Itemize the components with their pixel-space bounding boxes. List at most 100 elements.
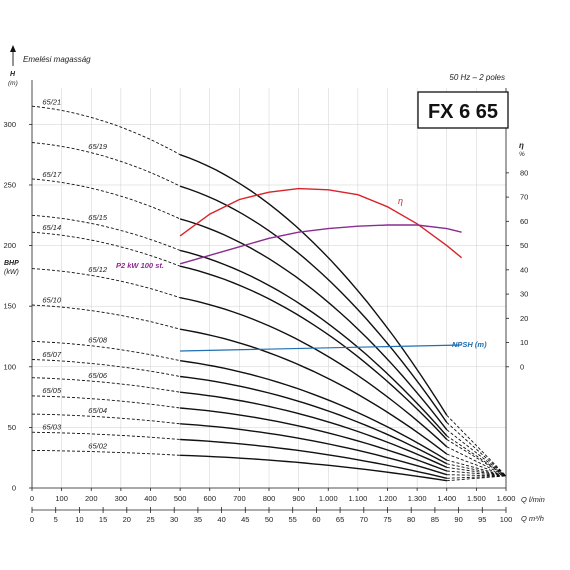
power-label: P2 kW 100 st. bbox=[116, 261, 164, 270]
x2-tick-label: 40 bbox=[217, 515, 225, 524]
pump-curve-tail bbox=[446, 446, 507, 477]
x2-tick-label: 85 bbox=[431, 515, 439, 524]
pump-curve-dashed bbox=[31, 142, 181, 187]
curve-label: 65/21 bbox=[42, 97, 61, 106]
pump-curve-65-05 bbox=[180, 407, 448, 472]
y-axis-label: H bbox=[10, 71, 16, 78]
x2-tick-label: 0 bbox=[30, 515, 34, 524]
pump-curve-65-14 bbox=[179, 265, 448, 440]
eta-tick-label: 50 bbox=[520, 241, 528, 250]
x2-tick-label: 50 bbox=[265, 515, 273, 524]
curve-label: 65/08 bbox=[88, 336, 108, 345]
eta-tick-label: 40 bbox=[520, 265, 528, 274]
y-tick-label: 100 bbox=[3, 362, 16, 371]
x-axis-label: Q l/min bbox=[521, 495, 545, 504]
pump-curve-dashed bbox=[31, 178, 181, 220]
x-tick-label: 500 bbox=[174, 494, 187, 503]
eta-tick-label: 10 bbox=[520, 338, 528, 347]
x2-tick-label: 55 bbox=[289, 515, 297, 524]
curve-label: 65/05 bbox=[42, 386, 62, 395]
eta-axis-label: η bbox=[519, 141, 524, 150]
x-tick-label: 1.400 bbox=[437, 494, 456, 503]
y-tick-label: 300 bbox=[3, 120, 16, 129]
curve-layer: 65/21 65/19 65/17 65/15 65/14 65/12 65/10 65/08… bbox=[31, 97, 507, 482]
title-box bbox=[417, 91, 509, 129]
x-tick-label: 1.200 bbox=[378, 494, 397, 503]
curve-label: 65/07 bbox=[42, 350, 62, 359]
curve-label: 65/17 bbox=[42, 170, 62, 179]
eta-axis-unit: % bbox=[519, 151, 525, 158]
x-tick-label: 1.300 bbox=[408, 494, 427, 503]
pump-curve-dashed bbox=[31, 214, 181, 251]
x2-tick-label: 95 bbox=[478, 515, 486, 524]
eta-tick-label: 70 bbox=[520, 193, 528, 202]
y-axis-unit: (m) bbox=[8, 80, 18, 87]
npsh-label: NPSH (m) bbox=[452, 340, 487, 349]
pump-curve-tail bbox=[446, 435, 507, 477]
x-tick-label: 900 bbox=[292, 494, 305, 503]
y-axis-title: Emelési magasság bbox=[23, 55, 91, 64]
pump-curve-65-15 bbox=[179, 249, 448, 437]
pump-curve-tail bbox=[446, 463, 507, 477]
y-tick-label: 150 bbox=[3, 302, 16, 311]
pump-curve-65-07 bbox=[180, 375, 448, 465]
pump-curve-dashed bbox=[31, 105, 181, 156]
x-tick-label: 800 bbox=[263, 494, 276, 503]
pump-curve-tail bbox=[446, 414, 507, 477]
pump-curve-tail bbox=[446, 429, 507, 477]
x2-tick-label: 100 bbox=[500, 515, 513, 524]
curve-label: 65/14 bbox=[42, 223, 61, 232]
x2-tick-label: 80 bbox=[407, 515, 415, 524]
pump-curve-tail bbox=[446, 453, 507, 477]
curve-label: 65/15 bbox=[88, 213, 108, 222]
curve-label: 65/12 bbox=[88, 265, 108, 274]
x-tick-label: 0 bbox=[30, 494, 34, 503]
pump-curve-65-06 bbox=[180, 391, 448, 469]
pump-curve-65-03 bbox=[180, 438, 447, 479]
x2-tick-label: 45 bbox=[241, 515, 249, 524]
x2-tick-label: 20 bbox=[123, 515, 131, 524]
x-tick-label: 1.100 bbox=[348, 494, 367, 503]
pump-curve-65-02 bbox=[180, 454, 447, 482]
pump-curve-65-17 bbox=[179, 218, 448, 431]
chart-subtitle: 50 Hz – 2 poles bbox=[449, 73, 505, 82]
y-tick-label: 200 bbox=[3, 241, 16, 250]
bhp-axis-label: BHP bbox=[4, 260, 19, 267]
x-tick-label: 200 bbox=[85, 494, 98, 503]
pump-curve-65-04 bbox=[180, 423, 448, 476]
x2-axis-label: Q m³/h bbox=[521, 514, 544, 523]
curve-label: 65/04 bbox=[88, 406, 107, 415]
x2-tick-label: 15 bbox=[99, 515, 107, 524]
chart-title: FX 6 65 bbox=[428, 101, 498, 123]
x2-tick-label: 10 bbox=[75, 515, 83, 524]
x-tick-label: 600 bbox=[203, 494, 216, 503]
efficiency-label: η bbox=[398, 196, 403, 206]
x-tick-label: 1.600 bbox=[497, 494, 516, 503]
curve-label: 65/02 bbox=[88, 441, 108, 450]
x2-tick-label: 65 bbox=[336, 515, 344, 524]
pump-curve-dashed bbox=[31, 431, 181, 440]
power-curve bbox=[179, 224, 462, 265]
pump-curve-65-10 bbox=[179, 328, 448, 455]
x-tick-label: 700 bbox=[233, 494, 246, 503]
x2-tick-label: 35 bbox=[194, 515, 202, 524]
x2-tick-label: 5 bbox=[54, 515, 58, 524]
curve-label: 65/10 bbox=[42, 296, 62, 305]
y-axis-arrow-icon bbox=[10, 45, 16, 66]
pump-curve-65-19 bbox=[179, 185, 448, 423]
eta-tick-label: 0 bbox=[520, 362, 524, 371]
eta-tick-label: 30 bbox=[520, 290, 528, 299]
eta-tick-label: 60 bbox=[520, 217, 528, 226]
curve-label: 65/06 bbox=[88, 371, 108, 380]
pump-curve-tail bbox=[446, 439, 507, 477]
x-tick-label: 300 bbox=[115, 494, 128, 503]
x2-tick-label: 70 bbox=[360, 515, 368, 524]
y-tick-label: 50 bbox=[8, 423, 16, 432]
pump-curve-dashed bbox=[31, 449, 181, 456]
pump-curve-tail bbox=[446, 459, 507, 477]
pump-curve-dashed bbox=[31, 231, 181, 267]
x2-tick-label: 60 bbox=[312, 515, 320, 524]
bhp-axis-unit: (kW) bbox=[4, 269, 19, 276]
